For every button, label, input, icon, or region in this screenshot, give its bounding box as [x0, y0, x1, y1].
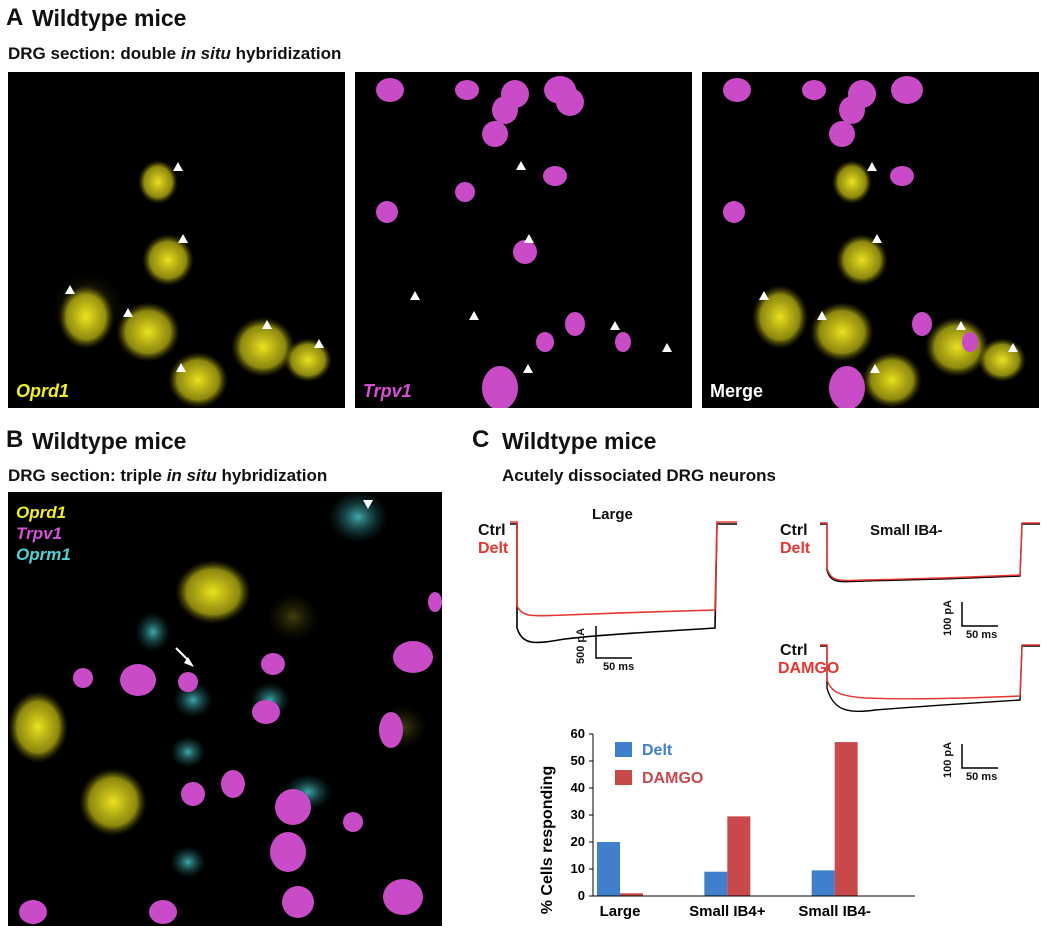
panel-b-title: Wildtype mice [32, 428, 187, 454]
trace-small-delt-ctrl [820, 523, 1040, 583]
trace-small-damgo [820, 644, 1040, 713]
bar-delt-0 [597, 842, 620, 896]
y-tick-label: 50 [571, 753, 585, 768]
legend-oprm1: Oprm1 [16, 545, 71, 564]
y-tick-label: 40 [571, 780, 585, 795]
scale-small1-x: 50 ms [966, 629, 998, 641]
bar-damgo-0 [620, 893, 643, 896]
trace-small-delt [820, 522, 1040, 583]
panel-a-subtitle: DRG section: double in situ hybridizatio… [8, 44, 342, 63]
trace-damgo-drug-label: DAMGO [778, 660, 840, 677]
y-tick-label: 10 [571, 861, 585, 876]
micrograph-merge: Merge [702, 72, 1039, 408]
image-label-oprd1: Oprd1 [16, 381, 70, 401]
x-tick-label: Small IB4- [798, 903, 871, 920]
micrograph-triple: Oprd1 Trpv1 Oprm1 [8, 492, 442, 926]
bar-delt-2 [811, 870, 835, 896]
panel-b-subtitle: DRG section: triple in situ hybridizatio… [8, 466, 328, 485]
legend-label-delt: Delt [642, 742, 673, 759]
panel-a-letter: A [6, 4, 24, 31]
trace-damgo-ctrl [820, 645, 1040, 713]
x-tick-label: Large [600, 903, 641, 920]
scale-bar-large [595, 626, 632, 659]
scale-small1-y-wrap: 100 pA [936, 596, 966, 636]
micrograph-triple-image [8, 492, 442, 924]
bar-delt-1 [704, 871, 728, 896]
legend-oprd1: Oprd1 [16, 503, 67, 522]
micrograph-trpv1-image [376, 76, 672, 408]
scale-large-y-wrap: 500 pA [569, 620, 599, 664]
bar-chart: % Cells responding 0 10 20 30 40 50 60 Large Sm… [539, 726, 915, 920]
legend-label-damgo: DAMGO [642, 770, 703, 787]
legend-trpv1: Trpv1 [16, 524, 62, 543]
y-tick-label: 30 [571, 807, 585, 822]
trace-damgo-drug [820, 644, 1040, 700]
micrograph-oprd1-image [52, 160, 332, 408]
scale-large-y: 500 pA [575, 627, 587, 664]
trace-large-title: Large [592, 506, 633, 523]
image-label-trpv1: Trpv1 [363, 381, 412, 401]
scale-large-x: 50 ms [603, 661, 635, 673]
micrograph-trpv1: Trpv1 [355, 72, 692, 408]
trace-damgo-ctrl-label: Ctrl [780, 642, 808, 659]
trace-large [510, 521, 737, 644]
scale-small1-y: 100 pA [942, 599, 954, 636]
panel-c-subtitle: Acutely dissociated DRG neurons [502, 466, 776, 485]
chart-ylabel: % Cells responding [539, 766, 556, 914]
legend-swatch-delt [615, 742, 632, 757]
micrograph-merge-image [723, 76, 1026, 408]
x-tick-label: Small IB4+ [689, 903, 766, 920]
trace-large-ctrl-label: Ctrl [478, 522, 506, 539]
scale-bar-small-1 [961, 602, 998, 627]
trace-small-delt-drug [820, 522, 1040, 582]
scale-small2-y: 100 pA [942, 741, 954, 778]
image-label-merge: Merge [710, 381, 764, 401]
scale-bar-small-2 [961, 744, 998, 769]
micrograph-oprd1: Oprd1 [8, 72, 345, 408]
y-tick-label: 60 [571, 726, 585, 741]
trace-large-drug [510, 521, 737, 617]
panel-b-letter: B [6, 426, 24, 453]
bar-damgo-2 [834, 742, 858, 896]
trace-large-ctrl [510, 523, 737, 644]
panel-c-letter: C [472, 426, 490, 453]
bar-damgo-1 [727, 816, 751, 896]
triple-legend: Oprd1 Trpv1 Oprm1 [16, 502, 71, 565]
y-tick-label: 20 [571, 834, 585, 849]
scale-small2-x: 50 ms [966, 771, 998, 783]
trace-small-drug-label: Delt [780, 540, 811, 557]
y-tick-label: 0 [578, 888, 585, 903]
panel-a-title: Wildtype mice [32, 5, 187, 31]
legend-swatch-damgo [615, 770, 632, 785]
trace-small-title: Small IB4- [870, 522, 943, 539]
scale-small2-y-wrap: 100 pA [936, 738, 966, 778]
panel-c-title: Wildtype mice [502, 428, 657, 454]
trace-large-drug-label: Delt [478, 540, 509, 557]
trace-small-ctrl-label: Ctrl [780, 522, 808, 539]
